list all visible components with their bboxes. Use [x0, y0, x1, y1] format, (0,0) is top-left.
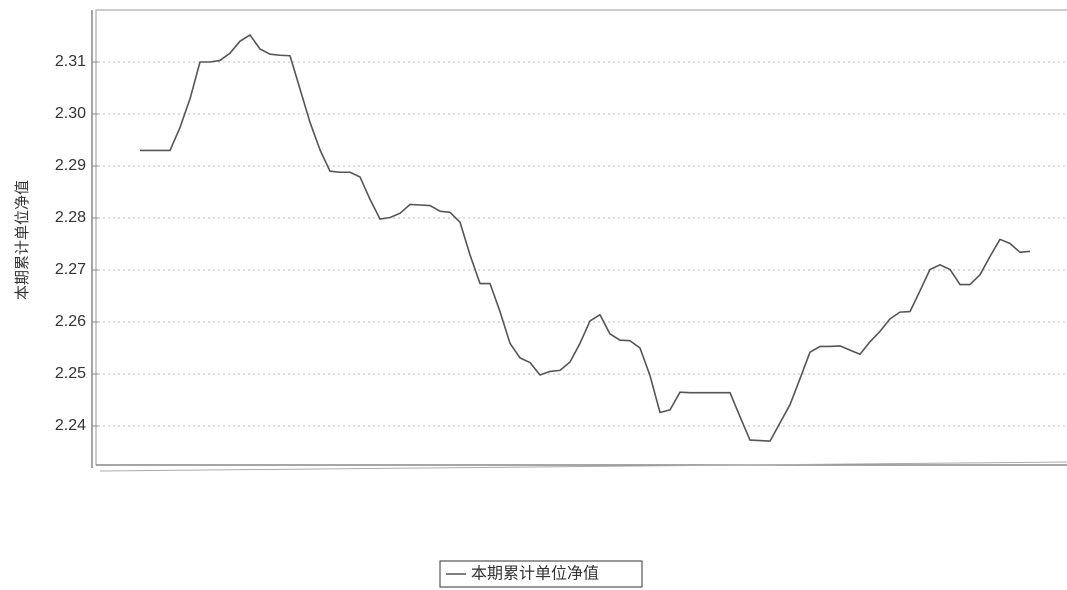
legend-label: 本期累计单位净值: [471, 564, 599, 583]
data-line: [140, 34, 1031, 442]
y-tick-label: 2.26: [55, 313, 86, 330]
x-axis-shadow: [99, 461, 1067, 472]
y-axis-title: 本期累计单位净值: [13, 180, 31, 300]
y-tick-label: 2.29: [55, 157, 86, 174]
y-tick-label: 2.28: [55, 209, 86, 226]
y-tick-label: 2.24: [55, 417, 86, 434]
y-tick-label: 2.27: [55, 261, 86, 278]
y-tick-label: 2.30: [55, 105, 86, 122]
plot-frame: [95, 9, 1067, 466]
legend-box: [439, 560, 643, 588]
y-tick-label: 2.25: [55, 365, 86, 382]
y-tick-label: 2.31: [55, 53, 86, 70]
